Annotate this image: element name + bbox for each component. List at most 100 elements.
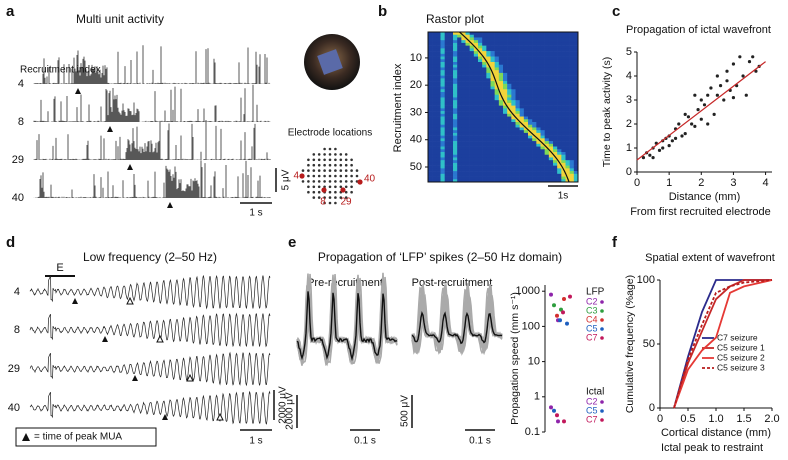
raster-cell bbox=[515, 171, 520, 175]
raster-cell bbox=[428, 132, 433, 136]
raster-cell bbox=[465, 111, 470, 115]
raster-cell bbox=[532, 119, 537, 123]
raster-cell bbox=[457, 135, 462, 139]
raster-cell bbox=[553, 143, 558, 147]
raster-cell bbox=[444, 75, 450, 79]
raster-cell bbox=[453, 168, 458, 172]
raster-cell bbox=[490, 160, 495, 164]
raster-cell bbox=[523, 168, 529, 172]
scale-label: 2000 μV bbox=[278, 386, 289, 424]
raster-cell bbox=[478, 86, 483, 90]
raster-cell bbox=[453, 94, 458, 98]
raster-cell bbox=[465, 48, 470, 52]
raster-cell bbox=[448, 124, 454, 128]
raster-cell bbox=[436, 51, 441, 55]
raster-cell bbox=[473, 100, 479, 104]
raster-cell bbox=[482, 171, 487, 175]
raster-cell bbox=[440, 168, 445, 172]
electrode bbox=[344, 153, 348, 156]
raster-cell bbox=[482, 162, 487, 166]
raster-cell bbox=[448, 83, 454, 87]
raster-cell bbox=[532, 168, 537, 172]
raster-cell bbox=[548, 171, 554, 175]
raster-cell bbox=[515, 48, 520, 52]
electrode bbox=[323, 153, 326, 156]
raster-cell bbox=[486, 53, 491, 57]
raster-cell bbox=[490, 70, 495, 74]
raster-cell bbox=[540, 34, 545, 38]
raster-cell bbox=[448, 143, 454, 147]
raster-cell bbox=[428, 143, 433, 147]
raster-cell bbox=[523, 92, 529, 96]
raster-cell bbox=[494, 67, 500, 71]
scale-label: 1s bbox=[558, 191, 569, 202]
raster-cell bbox=[519, 67, 525, 71]
raster-cell bbox=[478, 105, 483, 109]
raster-cell bbox=[532, 86, 537, 90]
raster-cell bbox=[428, 34, 433, 38]
raster-cell bbox=[490, 45, 495, 49]
raster-cell bbox=[436, 116, 441, 120]
raster-cell bbox=[548, 173, 554, 177]
raster-cell bbox=[548, 92, 554, 96]
raster-cell bbox=[490, 146, 495, 150]
raster-cell bbox=[448, 162, 454, 166]
raster-cell bbox=[444, 37, 450, 41]
raster-cell bbox=[465, 171, 470, 175]
raster-cell bbox=[436, 59, 441, 63]
raster-cell bbox=[469, 116, 475, 120]
raster-cell bbox=[494, 62, 500, 66]
x-tick-label: 4 bbox=[763, 177, 769, 189]
raster-cell bbox=[478, 70, 483, 74]
raster-cell bbox=[561, 42, 566, 46]
raster-cell bbox=[473, 105, 479, 109]
raster-cell bbox=[523, 105, 529, 109]
raster-cell bbox=[503, 157, 508, 161]
raster-cell bbox=[453, 152, 458, 156]
raster-cell bbox=[473, 157, 479, 161]
raster-cell bbox=[494, 165, 500, 169]
raster-cell bbox=[507, 64, 512, 68]
raster-cell bbox=[528, 45, 533, 49]
legend-marker bbox=[600, 300, 604, 304]
raster-cell bbox=[565, 59, 570, 63]
raster-cell bbox=[507, 97, 512, 101]
raster-cell bbox=[428, 141, 433, 145]
raster-cell bbox=[486, 37, 491, 41]
raster-cell bbox=[569, 141, 575, 145]
raster-cell bbox=[444, 42, 450, 46]
raster-cell bbox=[432, 67, 437, 71]
raster-cell bbox=[536, 70, 541, 74]
raster-cell bbox=[528, 179, 533, 183]
raster-cell bbox=[553, 94, 558, 98]
raster-cell bbox=[448, 59, 454, 63]
raster-cell bbox=[469, 53, 475, 57]
raster-cell bbox=[461, 48, 466, 52]
raster-cell bbox=[561, 108, 566, 112]
raster-cell bbox=[482, 168, 487, 172]
raster-cell bbox=[536, 100, 541, 104]
raster-cell bbox=[482, 130, 487, 134]
raster-cell bbox=[519, 86, 525, 90]
raster-cell bbox=[540, 152, 545, 156]
raster-cell bbox=[444, 48, 450, 52]
raster-cell bbox=[532, 48, 537, 52]
raster-cell bbox=[490, 40, 495, 44]
raster-cell bbox=[565, 53, 570, 57]
raster-cell bbox=[565, 141, 570, 145]
raster-cell bbox=[528, 72, 533, 76]
raster-cell bbox=[498, 72, 504, 76]
raster-cell bbox=[553, 165, 558, 169]
raster-cell bbox=[536, 78, 541, 82]
electrode bbox=[317, 185, 321, 189]
raster-cell bbox=[528, 122, 533, 126]
electrode bbox=[339, 196, 343, 199]
raster-cell bbox=[511, 64, 516, 68]
raster-cell bbox=[469, 171, 475, 175]
row-label: 29 bbox=[8, 363, 20, 375]
raster-cell bbox=[519, 32, 525, 36]
raster-cell bbox=[428, 62, 433, 66]
raster-cell bbox=[523, 102, 529, 106]
raster-cell bbox=[457, 102, 462, 106]
raster-cell bbox=[540, 173, 545, 177]
